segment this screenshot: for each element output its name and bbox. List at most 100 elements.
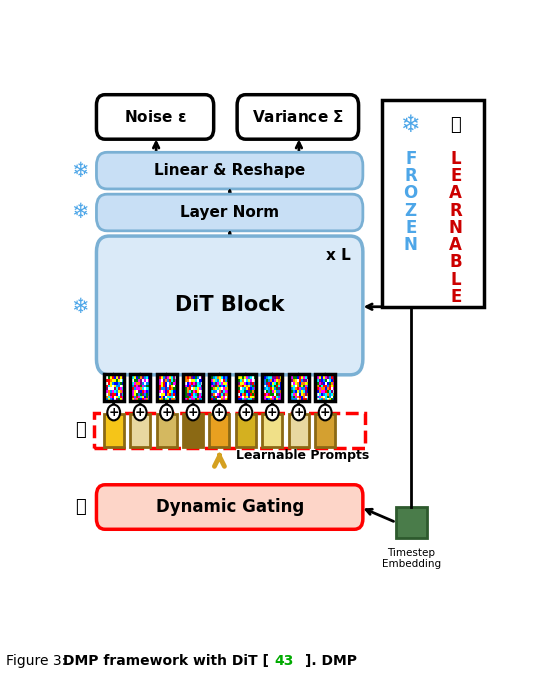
Bar [140, 398, 142, 401]
Bar [293, 388, 295, 390]
Bar [268, 382, 270, 385]
Bar [317, 393, 319, 396]
Bar [280, 398, 282, 401]
Bar [289, 382, 291, 385]
Bar [146, 385, 148, 388]
Bar [331, 393, 333, 396]
Bar [223, 396, 225, 398]
Bar [222, 390, 223, 393]
Bar [266, 385, 268, 388]
Bar [174, 379, 177, 382]
Bar [307, 385, 309, 388]
Bar [323, 382, 325, 385]
Bar [109, 390, 112, 393]
Bar [161, 390, 163, 393]
Bar [140, 385, 142, 388]
Bar [120, 393, 122, 396]
Bar [268, 390, 270, 393]
Text: E: E [450, 167, 461, 185]
Bar [293, 385, 295, 388]
Bar [169, 374, 170, 377]
Bar [197, 379, 199, 382]
Bar [216, 398, 217, 401]
Bar [169, 398, 170, 401]
Bar [333, 393, 335, 396]
Bar [262, 393, 264, 396]
Bar [276, 390, 278, 393]
Bar [140, 377, 142, 379]
Bar [244, 377, 246, 379]
Bar [274, 374, 276, 377]
Bar [189, 393, 191, 396]
Bar [321, 398, 323, 401]
Bar [195, 393, 197, 396]
Bar [134, 382, 136, 385]
Bar [325, 396, 327, 398]
FancyBboxPatch shape [157, 414, 177, 447]
Bar [109, 398, 112, 401]
Bar [116, 374, 118, 377]
Bar [193, 393, 195, 396]
Bar [291, 382, 293, 385]
Bar [146, 379, 148, 382]
Bar [108, 398, 109, 401]
Bar [240, 377, 242, 379]
Bar [270, 382, 272, 385]
Bar [319, 385, 321, 388]
Bar [319, 377, 321, 379]
Bar [170, 390, 173, 393]
Bar [134, 388, 136, 390]
Bar [301, 393, 302, 396]
Bar [295, 385, 296, 388]
Bar [305, 390, 307, 393]
Bar [248, 393, 250, 396]
Bar [114, 385, 116, 388]
Bar [223, 377, 225, 379]
Bar [264, 388, 266, 390]
Bar [276, 382, 278, 385]
Bar [108, 377, 109, 379]
Bar [299, 374, 301, 377]
Bar [144, 379, 146, 382]
Bar [174, 390, 177, 393]
Bar [226, 388, 228, 390]
Bar [138, 374, 140, 377]
Text: F: F [405, 150, 416, 168]
Bar [331, 398, 333, 401]
Bar [223, 385, 225, 388]
Bar [327, 379, 329, 382]
Bar [266, 393, 268, 396]
Bar [268, 374, 270, 377]
Bar [319, 379, 321, 382]
Bar [185, 374, 187, 377]
Bar [240, 393, 242, 396]
Bar [118, 385, 120, 388]
Bar [315, 396, 317, 398]
Bar [317, 379, 319, 382]
Bar [191, 379, 193, 382]
Bar [114, 398, 116, 401]
Bar [327, 398, 329, 401]
Bar [323, 393, 325, 396]
Bar [274, 379, 276, 382]
Bar [191, 393, 193, 396]
Text: ❄: ❄ [70, 160, 88, 181]
Bar [317, 385, 319, 388]
Bar [173, 374, 174, 377]
Bar [173, 393, 174, 396]
Bar [305, 393, 307, 396]
Bar [299, 379, 301, 382]
Bar [280, 374, 282, 377]
Bar [164, 393, 167, 396]
Bar [132, 382, 134, 385]
Bar [333, 382, 335, 385]
Bar [315, 388, 317, 390]
Bar [164, 374, 167, 377]
Bar [323, 374, 325, 377]
Bar [331, 385, 333, 388]
Bar [329, 398, 331, 401]
Bar [299, 377, 301, 379]
Bar [301, 379, 302, 382]
Bar [291, 396, 293, 398]
FancyBboxPatch shape [96, 194, 363, 231]
